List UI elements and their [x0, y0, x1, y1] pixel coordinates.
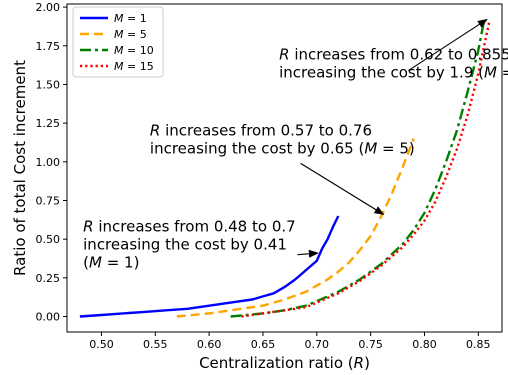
y-axis: 0.00 0.25 0.50 0.75 1.00 1.25 1.50 1.75 2.00	[36, 1, 67, 324]
x-tick-label: 0.65	[251, 338, 276, 351]
y-tick-label: 1.75	[36, 40, 61, 53]
y-tick-label: 0.75	[36, 194, 61, 207]
y-tick-label: 2.00	[36, 1, 61, 14]
y-tick-label: 0.25	[36, 272, 61, 285]
x-tick-label: 0.70	[305, 338, 330, 351]
y-tick-label: 0.00	[36, 311, 61, 324]
y-tick-label: 0.50	[36, 233, 61, 246]
legend-entry: M = 10	[114, 44, 154, 57]
y-tick-label: 1.50	[36, 78, 61, 91]
legend: M = 1 M = 5 M = 10 M = 15	[72, 6, 164, 78]
legend-box	[72, 6, 164, 78]
annotation-arrow	[300, 162, 385, 215]
x-tick-label: 0.55	[143, 338, 168, 351]
y-tick-label: 1.00	[36, 156, 61, 169]
x-tick-label: 0.50	[89, 338, 114, 351]
x-tick-label: 0.60	[197, 338, 222, 351]
annotation-text: R increases from 0.62 to 0.855 increasing…	[279, 46, 508, 82]
x-axis: 0.50 0.55 0.60 0.65 0.70 0.75 0.80 0.85	[89, 332, 491, 351]
y-axis-label: Ratio of total Cost increment	[11, 60, 29, 276]
annotation-arrow	[408, 18, 488, 71]
x-tick-label: 0.85	[466, 338, 491, 351]
plot-frame	[66, 3, 503, 333]
annotation-text: R increases from 0.57 to 0.76 increasing …	[150, 122, 415, 158]
legend-entry: M = 1	[114, 12, 147, 25]
annotation-text: R increases from 0.48 to 0.7 increasing t…	[83, 217, 296, 271]
x-axis-label: Centralization ratio (R)	[199, 354, 370, 372]
legend-entry: M = 5	[114, 28, 147, 41]
series-layer	[79, 22, 491, 318]
annotation-layer: R increases from 0.62 to 0.855 increasing…	[83, 18, 508, 271]
x-tick-label: 0.80	[412, 338, 437, 351]
x-tick-label: 0.75	[358, 338, 383, 351]
series-line-m-5	[176, 138, 415, 318]
annotation-arrow	[297, 249, 319, 258]
y-tick-label: 1.25	[36, 117, 61, 130]
series-line-m-15	[241, 22, 491, 318]
legend-entry: M = 15	[114, 60, 154, 73]
series-line-m-1	[79, 215, 340, 318]
